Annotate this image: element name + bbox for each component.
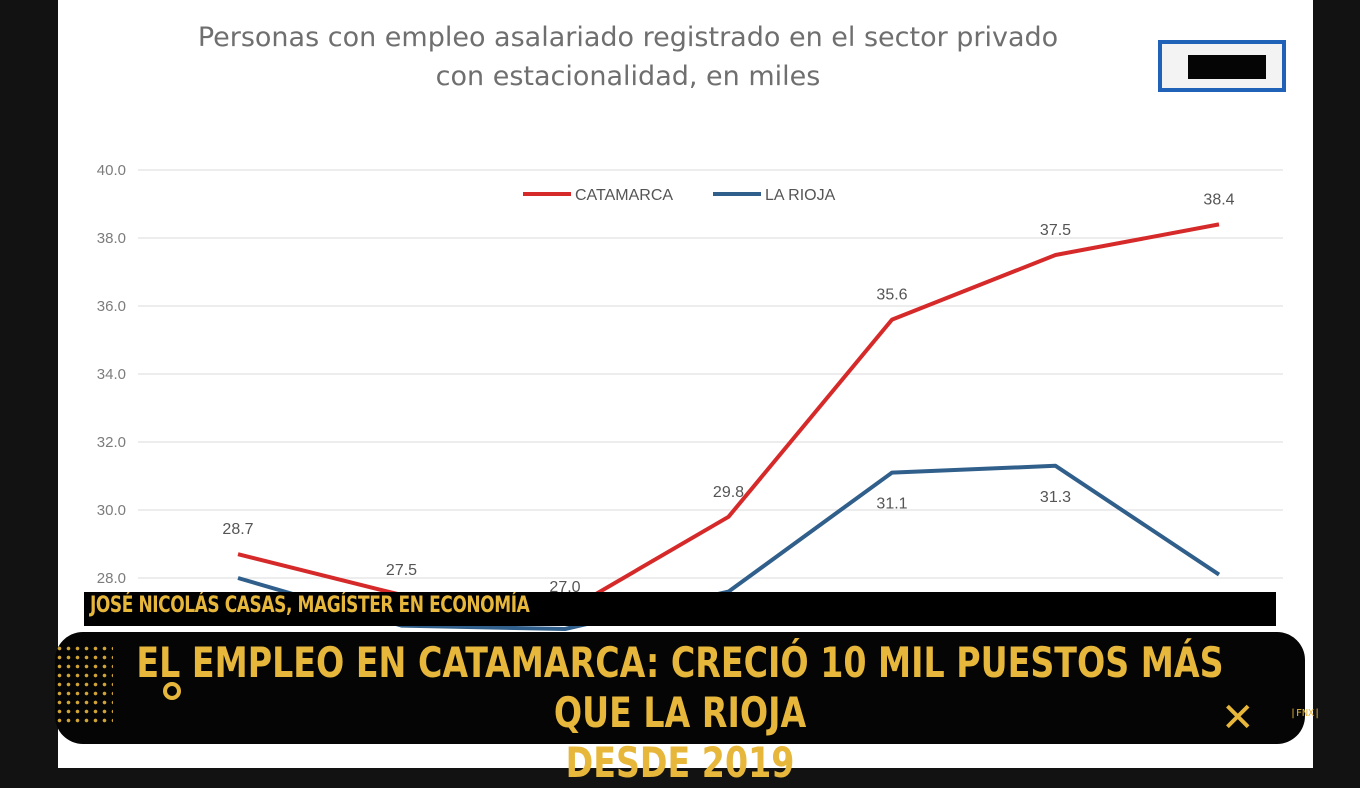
y-tick-label: 30.0 bbox=[97, 502, 126, 519]
name-caption-bar: JOSÉ NICOLÁS CASAS, MAGÍSTER EN ECONOMÍA bbox=[84, 592, 1276, 626]
data-label: 37.5 bbox=[1040, 222, 1071, 239]
y-tick-label: 40.0 bbox=[97, 162, 126, 179]
name-caption: JOSÉ NICOLÁS CASAS, MAGÍSTER EN ECONOMÍA bbox=[90, 593, 529, 618]
close-icon[interactable]: ✕ bbox=[1221, 698, 1255, 738]
legend: CATAMARCA LA RIOJA bbox=[523, 187, 836, 204]
y-tick-label: 38.0 bbox=[97, 230, 126, 247]
data-label: 28.7 bbox=[222, 521, 253, 538]
headline-line-2: DESDE 2019 bbox=[130, 738, 1230, 788]
data-label: 38.4 bbox=[1203, 191, 1234, 208]
data-label: 31.1 bbox=[876, 496, 907, 513]
gridlines bbox=[138, 170, 1283, 578]
legend-label: LA RIOJA bbox=[765, 187, 836, 204]
headline: EL EMPLEO EN CATAMARCA: CRECIÓ 10 MIL PU… bbox=[130, 638, 1230, 788]
y-tick-label: 36.0 bbox=[97, 298, 126, 315]
data-label: 29.8 bbox=[713, 484, 744, 501]
data-label: 27.5 bbox=[386, 562, 417, 579]
dot-pattern-decoration bbox=[55, 644, 113, 724]
y-axis-ticks: 40.0 38.0 36.0 34.0 32.0 30.0 28.0 bbox=[97, 162, 126, 587]
headline-line-1: EL EMPLEO EN CATAMARCA: CRECIÓ 10 MIL PU… bbox=[130, 638, 1230, 738]
y-tick-label: 32.0 bbox=[97, 434, 126, 451]
series-line-catamarca bbox=[238, 224, 1219, 612]
y-tick-label: 28.0 bbox=[97, 570, 126, 587]
data-label: 35.6 bbox=[876, 287, 907, 304]
headline-bar: EL EMPLEO EN CATAMARCA: CRECIÓ 10 MIL PU… bbox=[55, 632, 1305, 744]
legend-label: CATAMARCA bbox=[575, 187, 673, 204]
y-tick-label: 34.0 bbox=[97, 366, 126, 383]
data-label: 31.3 bbox=[1040, 489, 1071, 506]
channel-watermark: |FNX| bbox=[1290, 708, 1320, 719]
